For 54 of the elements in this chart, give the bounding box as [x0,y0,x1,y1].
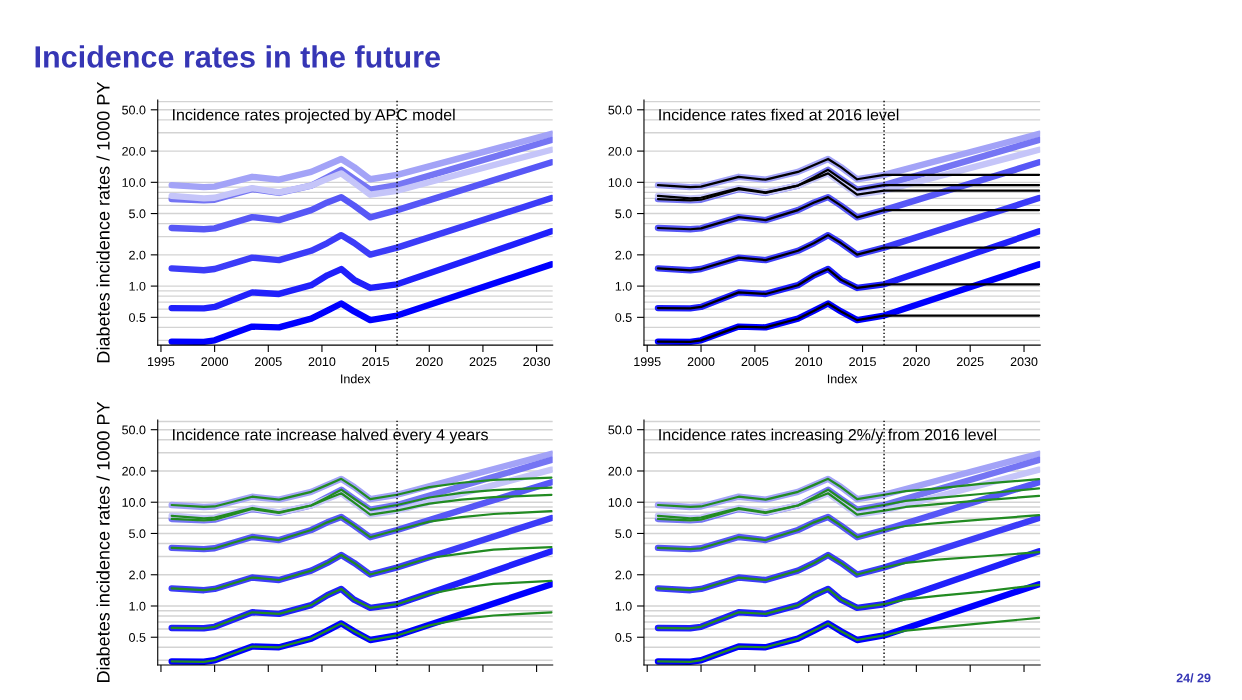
y-tick-label: 50.0 [122,105,146,115]
x-tick-label: 2015 [362,357,389,367]
chart-title: Incidence rates fixed at 2016 level [659,108,899,121]
y-axis-title: Diabetes incidence rates / 1000 PY [96,401,110,683]
y-tick-label: 20.0 [122,146,146,156]
x-tick-label: 1995 [148,357,175,367]
y-tick-label: 20.0 [122,466,146,476]
text: Incidence rates increasing 2%/y from 2016 level [659,428,996,444]
y-tick-label: 5.0 [615,529,632,539]
y-tick-label: 50.0 [608,105,632,115]
x-tick-label: 2030 [523,357,551,367]
y-tick-label: 2.0 [615,570,632,580]
y-tick-label: 20.0 [608,466,632,476]
x-tick-label: 2025 [956,357,984,367]
x-tick-label: 2015 [849,357,876,367]
x-axis-title: Index [341,374,371,384]
text: 24/ 29 [1176,673,1211,683]
text: Incidence rates in the future [35,45,440,68]
y-tick-label: 5.0 [129,209,146,219]
x-tick-label: 2005 [255,357,282,367]
y-tick-label: 5.0 [615,209,632,219]
x-tick-label: 2005 [741,357,769,367]
x-tick-label: 2025 [469,357,497,367]
x-tick-label: 2010 [308,357,336,367]
y-tick-label: 1.0 [129,281,146,291]
x-tick-label: 2010 [795,357,823,367]
x-tick-label: 2020 [903,357,930,367]
y-tick-label: 1.0 [129,601,146,611]
x-tick-label: 2000 [687,357,715,367]
x-tick-label: 2020 [415,357,443,367]
y-tick-label: 50.0 [122,425,146,435]
y-tick-label: 20.0 [608,146,632,156]
y-tick-label: 0.5 [615,633,632,642]
y-tick-label: 1.0 [615,601,632,611]
y-tick-label: 2.0 [615,250,632,260]
text: Incidence rate increase halved every 4 years [173,428,488,444]
y-tick-label: 1.0 [615,281,632,291]
y-tick-label: 10.0 [608,498,632,507]
x-tick-label: 2000 [201,357,229,367]
y-tick-label: 10.0 [608,178,632,187]
text: Incidence rates projected by APC model [173,108,455,124]
y-tick-label: 0.5 [615,313,632,322]
x-tick-label: 2030 [1010,357,1038,367]
y-tick-label: 2.0 [129,570,146,580]
y-tick-label: 0.5 [129,633,146,642]
y-tick-label: 2.0 [129,250,146,260]
y-tick-label: 5.0 [129,529,146,539]
x-tick-label: 1995 [634,357,661,367]
y-axis-title: Diabetes incidence rates / 1000 PY [96,81,110,363]
y-tick-label: 0.5 [129,313,146,322]
y-tick-label: 50.0 [608,425,632,435]
y-tick-label: 10.0 [122,178,146,187]
y-tick-label: 10.0 [122,498,146,507]
x-axis-title: Index [827,374,858,384]
